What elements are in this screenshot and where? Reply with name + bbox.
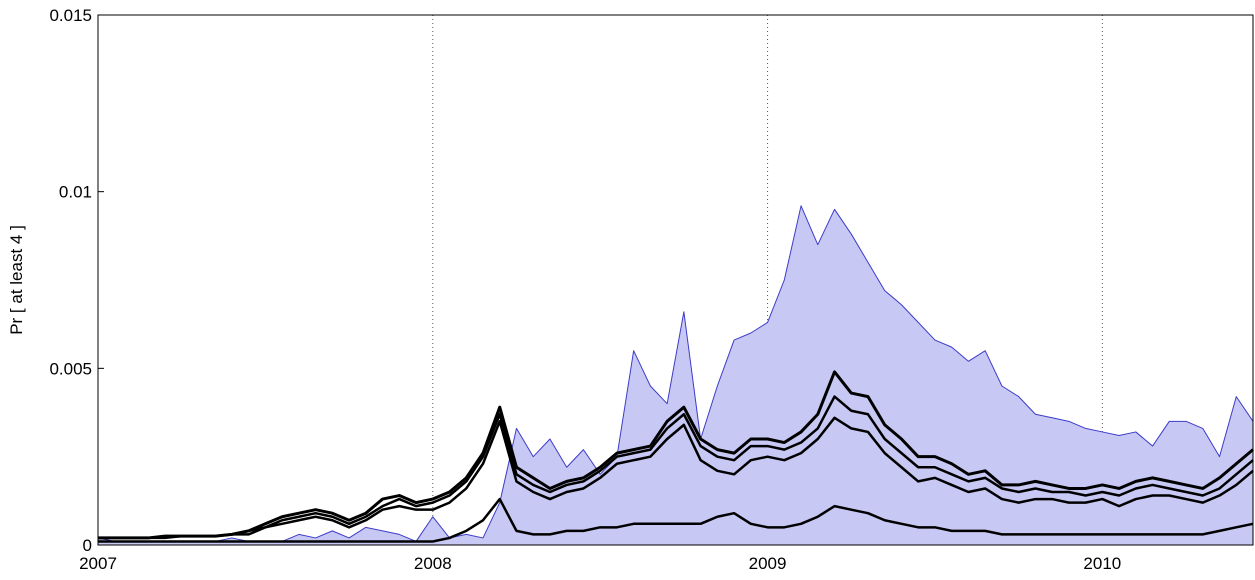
x-tick-label: 2009: [749, 554, 787, 573]
x-tick-label: 2010: [1083, 554, 1121, 573]
y-tick-label: 0.01: [59, 183, 92, 202]
series-line: [98, 416, 1254, 540]
band-fill: [98, 205, 1253, 546]
series-line: [97, 205, 1254, 542]
series-line: [98, 497, 1254, 543]
series-line: [98, 370, 1254, 540]
y-axis-label: Pr [ at least 4 ]: [7, 225, 26, 335]
x-tick-label: 2008: [414, 554, 452, 573]
x-tick-label: 2007: [79, 554, 117, 573]
plot-frame: [97, 14, 1254, 546]
y-tick-label: 0.015: [49, 6, 92, 25]
y-tick-label: 0.005: [49, 359, 92, 378]
y-tick-label: 0: [83, 536, 92, 555]
series-line: [98, 395, 1254, 540]
